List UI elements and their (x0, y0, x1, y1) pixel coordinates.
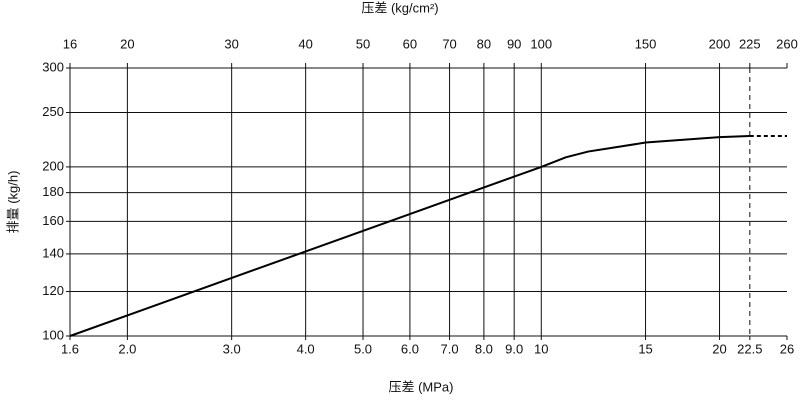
x2-tick-label: 80 (477, 36, 491, 51)
y-axis-title: 排量 (kg/h) (5, 171, 20, 234)
y-tick-label: 300 (42, 59, 64, 74)
x2-tick-label: 16 (63, 36, 77, 51)
x2-tick-label: 150 (635, 36, 657, 51)
x-axis-title: 压差 (MPa) (388, 379, 453, 394)
x-tick-label: 15 (638, 341, 652, 356)
x-tick-label: 20 (712, 341, 726, 356)
x2-tick-label: 20 (120, 36, 134, 51)
y-tick-label: 200 (42, 158, 64, 173)
x2-tick-label: 200 (709, 36, 731, 51)
x2-tick-label: 100 (530, 36, 552, 51)
x-tick-label: 3.0 (223, 341, 241, 356)
y-tick-label: 180 (42, 184, 64, 199)
x-tick-label: 4.0 (297, 341, 315, 356)
data-line (69, 135, 750, 337)
x-tick-label: 5.0 (354, 341, 372, 356)
x-tick-label: 8.0 (475, 341, 493, 356)
x-tick-label: 2.0 (118, 341, 136, 356)
y-tick-label: 100 (42, 327, 64, 342)
y-tick-label: 140 (42, 245, 64, 260)
x2-tick-label: 40 (298, 36, 312, 51)
x2-tick-label: 70 (442, 36, 456, 51)
x2-tick-label: 30 (224, 36, 238, 51)
x-tick-label: 26 (780, 341, 794, 356)
x-tick-label: 22.5 (737, 341, 762, 356)
x-tick-label: 10 (534, 341, 548, 356)
x-tick-label: 6.0 (401, 341, 419, 356)
x2-tick-label: 60 (403, 36, 417, 51)
y-tick-label: 160 (42, 213, 64, 228)
x2-tick-label: 90 (507, 36, 521, 51)
x2-tick-label: 260 (776, 36, 798, 51)
x-tick-label: 1.6 (61, 341, 79, 356)
y-tick-label: 250 (42, 104, 64, 119)
x2-tick-label: 50 (356, 36, 370, 51)
x-tick-label: 9.0 (505, 341, 523, 356)
x-tick-label: 7.0 (441, 341, 459, 356)
top-axis-title: 压差 (kg/cm²) (361, 0, 438, 15)
x2-tick-label: 225 (739, 36, 761, 51)
y-tick-label: 120 (42, 283, 64, 298)
